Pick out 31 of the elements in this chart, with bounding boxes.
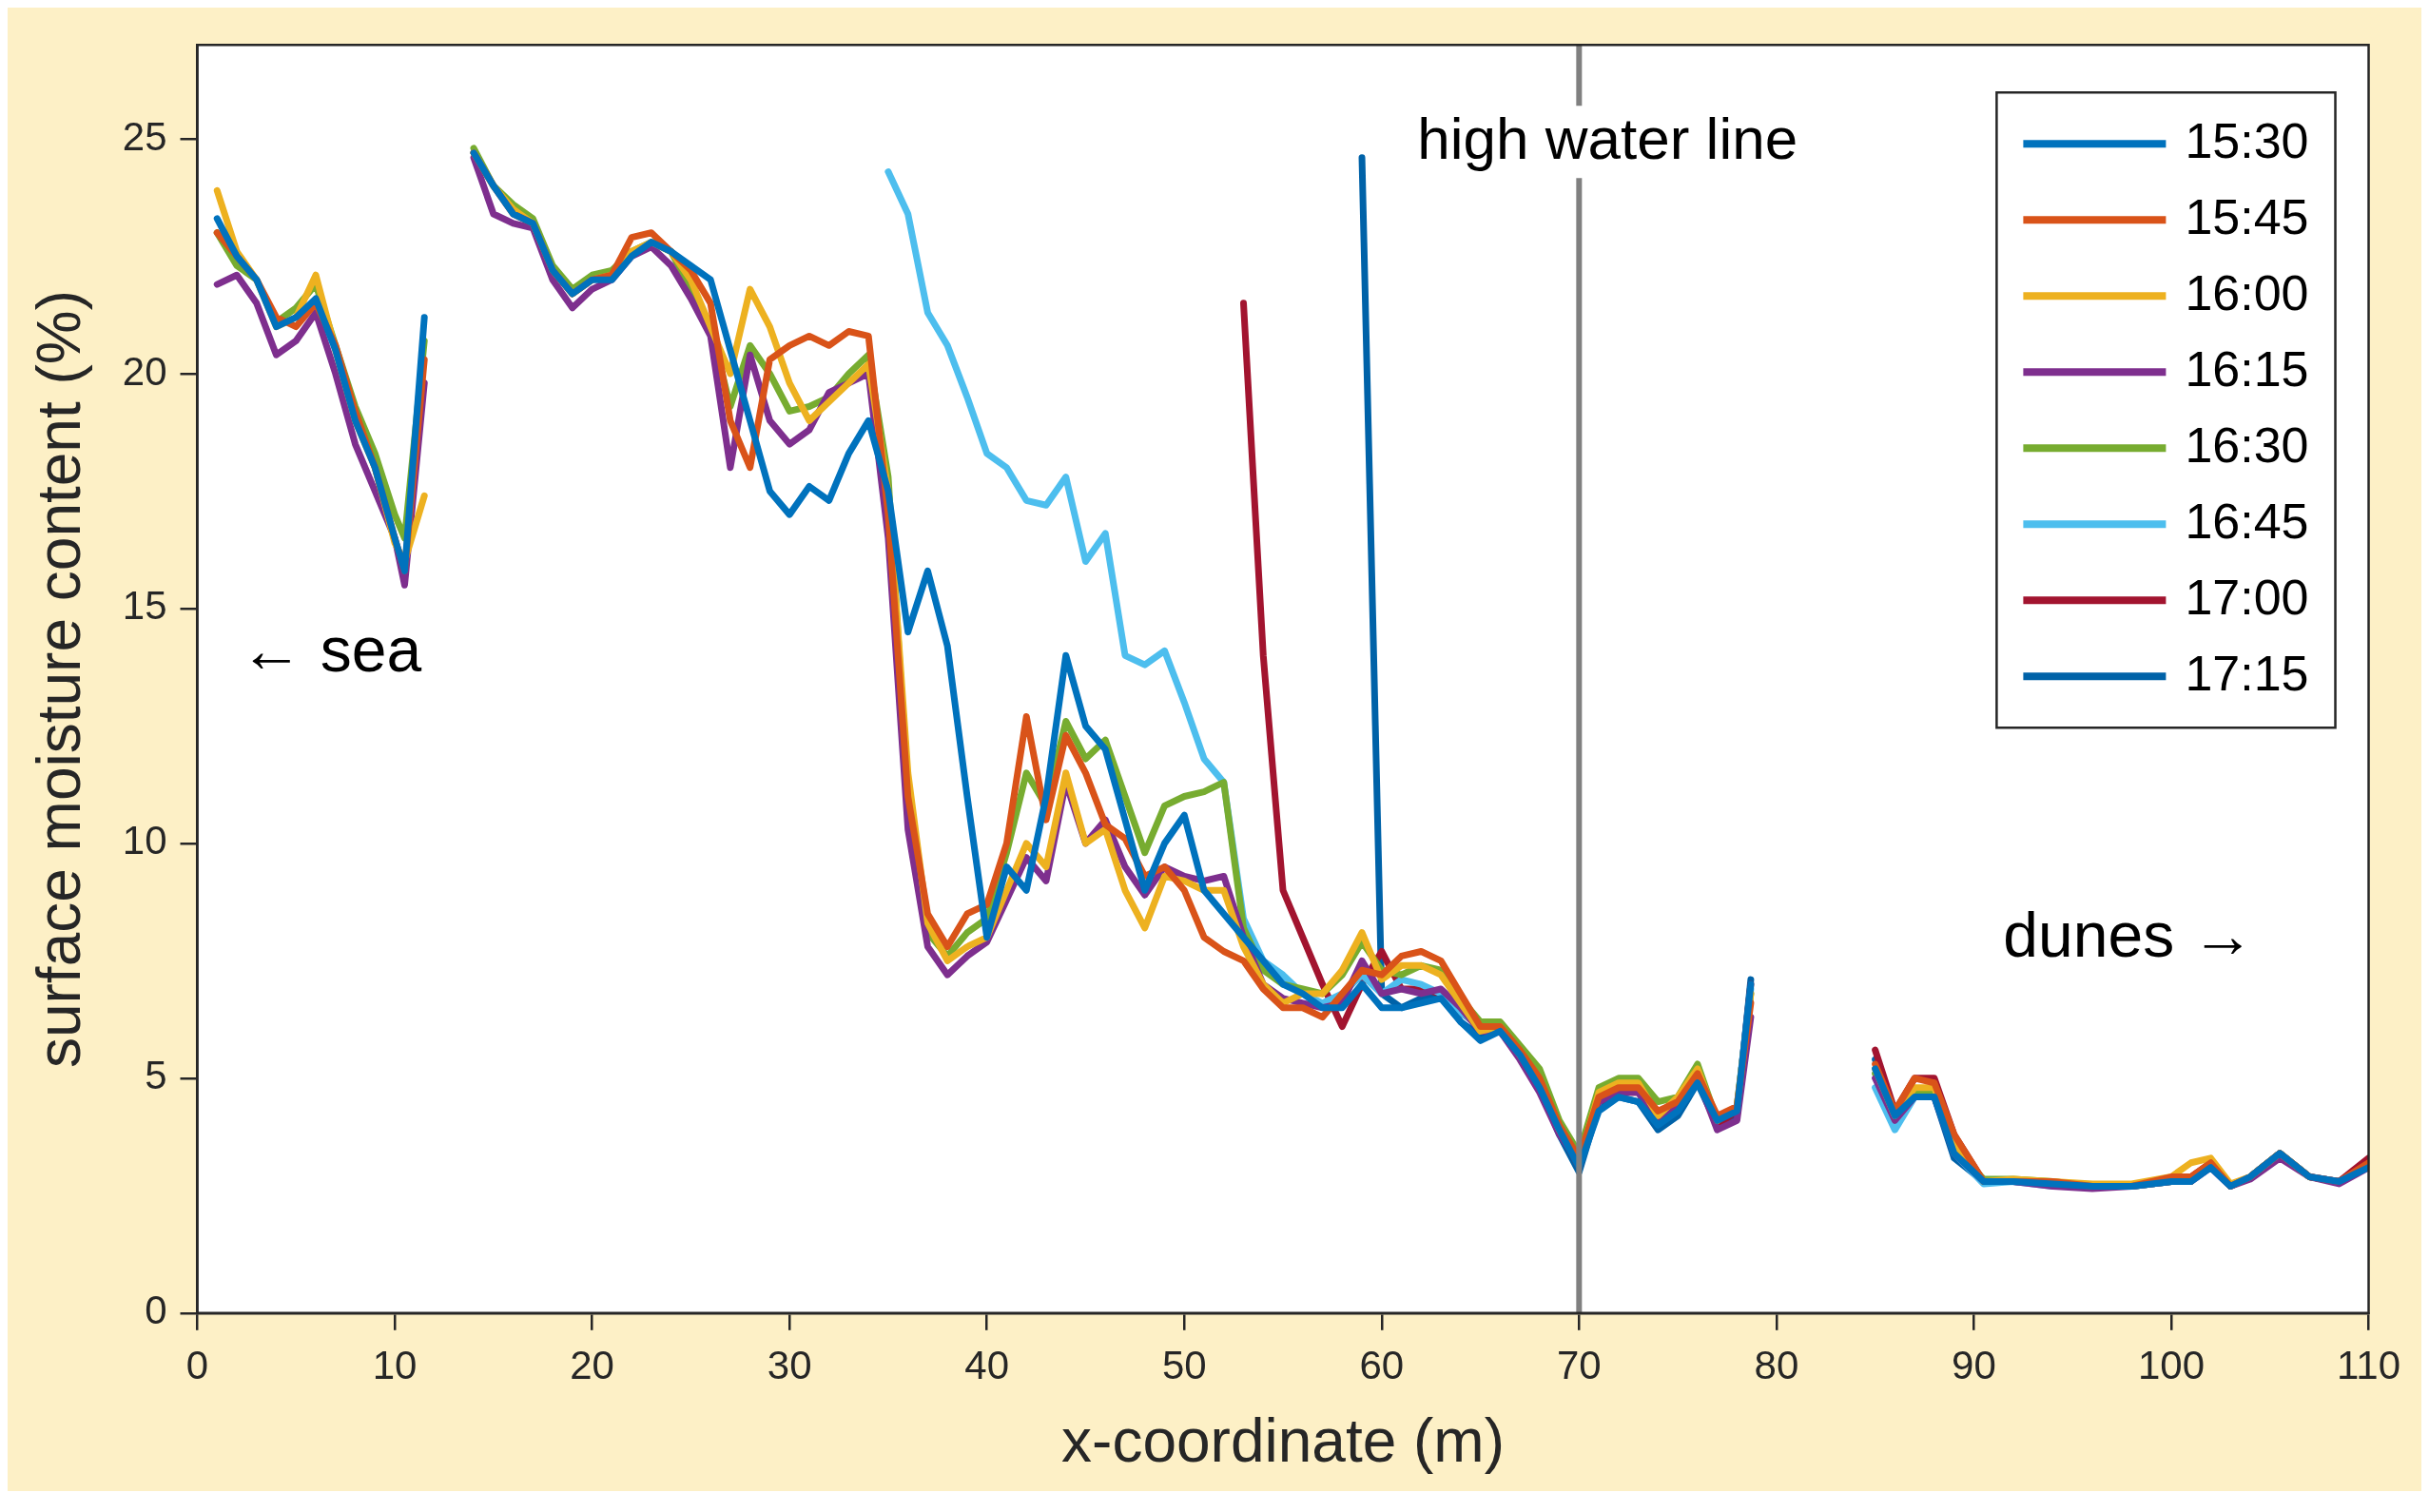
x-tick-label: 30	[767, 1342, 812, 1387]
legend-label: 15:45	[2185, 188, 2309, 244]
x-tick-label: 70	[1556, 1342, 1602, 1387]
legend-label: 17:00	[2185, 569, 2309, 625]
y-tick-label: 10	[122, 818, 167, 863]
legend-label: 15:30	[2185, 112, 2309, 168]
x-tick-label: 90	[1952, 1342, 1996, 1387]
x-tick-label: 40	[964, 1342, 1010, 1387]
x-tick-label: 100	[2137, 1342, 2206, 1387]
legend-label: 17:15	[2185, 645, 2309, 701]
x-tick-label: 20	[570, 1342, 614, 1387]
annotation: dunes →	[2003, 899, 2255, 970]
x-tick-label: 80	[1754, 1342, 1799, 1387]
y-tick-label: 5	[145, 1053, 167, 1098]
y-tick-label: 15	[122, 583, 167, 629]
x-tick-label: 10	[372, 1342, 418, 1387]
x-tick-label: 60	[1359, 1342, 1405, 1387]
annotation: ← sea	[240, 613, 422, 685]
x-tick-label: 0	[185, 1342, 209, 1387]
y-axis-title: surface moisture content (%)	[25, 289, 94, 1069]
y-tick-label: 0	[145, 1288, 167, 1333]
x-tick-label: 50	[1161, 1342, 1207, 1387]
y-tick-label: 20	[122, 348, 167, 394]
legend-label: 16:45	[2185, 493, 2309, 549]
legend-label: 16:00	[2185, 264, 2309, 320]
x-tick-label: 110	[2337, 1342, 2401, 1387]
x-axis-title: x-coordinate (m)	[1061, 1406, 1505, 1476]
legend-label: 16:15	[2185, 340, 2309, 397]
legend-label: 16:30	[2185, 417, 2309, 473]
ref-line-label: high water line	[1417, 106, 1798, 172]
y-tick-label: 25	[122, 113, 167, 159]
